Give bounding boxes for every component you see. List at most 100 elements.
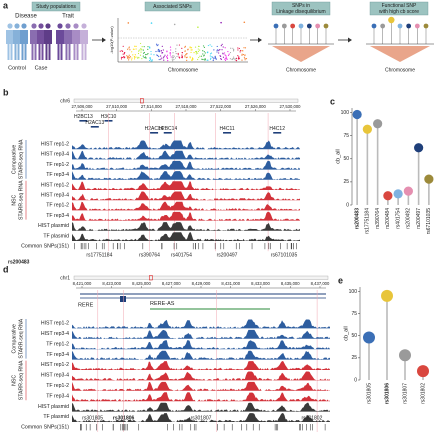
snp-tick — [179, 424, 181, 431]
snp-tick — [102, 424, 103, 431]
gene — [150, 132, 159, 134]
gene-label: H4C12 — [269, 126, 285, 132]
manhattan-dot — [244, 57, 246, 60]
manhattan-dot — [214, 56, 216, 58]
snp-tick — [270, 243, 272, 250]
manhattan-dot — [147, 52, 149, 55]
manhattan-dot — [210, 57, 212, 59]
ld-head — [306, 23, 312, 29]
manhattan-dot — [197, 50, 200, 52]
manhattan-dot — [198, 56, 200, 59]
manhattan-dot — [156, 44, 158, 47]
manhattan-dot — [160, 55, 162, 57]
snp-tick — [231, 424, 233, 431]
manhattan-dot — [170, 49, 172, 51]
y-tick-label: 25 — [343, 179, 349, 185]
manhattan-dot — [197, 58, 199, 61]
manhattan-dot — [155, 50, 157, 53]
manhattan-dot — [128, 56, 130, 58]
manhattan-dot — [121, 50, 124, 52]
manhattan-dot — [173, 58, 175, 61]
manhattan-dot — [224, 54, 226, 56]
manhattan-dot — [158, 55, 160, 58]
manhattan-dot — [166, 57, 169, 60]
manhattan-dot — [175, 48, 177, 50]
manhattan-dot — [232, 50, 235, 52]
manhattan-dot — [175, 50, 177, 53]
manhattan-dot — [133, 48, 135, 50]
snp-tick — [312, 424, 313, 431]
manhattan-dot — [150, 60, 152, 62]
manhattan-dot — [197, 45, 200, 47]
person-body — [30, 30, 38, 60]
snp-label: rs401754 — [171, 253, 192, 259]
snp-label: rs200497 — [217, 253, 238, 259]
y-tick-label: 75 — [343, 133, 349, 139]
gene-label: H4C11 — [219, 126, 234, 132]
gene-label: H2BC14 — [158, 126, 177, 132]
snp-tick — [81, 243, 83, 250]
manhattan-dot — [202, 45, 205, 47]
manhattan-dot — [209, 53, 212, 55]
manhattan-dot — [161, 45, 163, 48]
manhattan-dot — [241, 53, 243, 55]
manhattan-dot — [162, 57, 165, 59]
lollipop-head — [381, 289, 393, 302]
group-label: NSC — [11, 375, 17, 386]
group-label: Trait — [62, 14, 74, 20]
snp-tick — [80, 424, 81, 431]
manhattan-dot — [171, 58, 173, 60]
signal-track — [72, 140, 300, 150]
person-body — [37, 30, 45, 60]
lollipop-head — [383, 191, 393, 201]
manhattan-dot — [220, 58, 222, 60]
lollipop-head — [352, 109, 362, 120]
manhattan-dot — [219, 49, 221, 51]
track-label: HIST rep3-4 — [41, 152, 69, 158]
manhattan-dot — [212, 56, 214, 59]
lollipop-head — [399, 349, 411, 362]
manhattan-dot — [218, 50, 220, 52]
snp-tick — [268, 243, 270, 250]
lollipop-head — [363, 331, 375, 344]
manhattan-dot — [126, 55, 128, 57]
y-tick-label: 25 — [351, 355, 357, 361]
signal-track — [72, 361, 330, 370]
panel-letter: e — [338, 275, 343, 285]
manhattan-dot — [178, 44, 181, 46]
manhattan-dot — [126, 57, 129, 59]
manhattan-dot — [162, 49, 164, 51]
person-body — [20, 30, 28, 60]
manhattan-dot — [184, 46, 186, 48]
signal-track — [72, 181, 300, 190]
snp-tick — [190, 424, 192, 431]
signal-track — [72, 371, 330, 381]
track-label: TF rep3-4 — [46, 393, 69, 399]
manhattan-dot — [175, 52, 177, 55]
manhattan-dot — [143, 51, 145, 54]
x-tick-label: rs200484 — [385, 208, 391, 229]
snp-label: rs301806 — [113, 416, 135, 422]
manhattan-dot — [227, 54, 230, 56]
manhattan-dot — [137, 56, 139, 58]
snp-tick — [300, 424, 301, 431]
header-box — [144, 1, 201, 12]
snp-tick — [241, 424, 243, 431]
manhattan-dot — [161, 57, 163, 59]
manhattan-dot — [191, 59, 193, 61]
x-tick-label: rs200492 — [406, 208, 412, 229]
manhattan-dot — [230, 47, 232, 49]
manhattan-dot — [124, 56, 126, 58]
manhattan-dot — [224, 58, 226, 60]
signal-track — [72, 232, 300, 241]
manhattan-dot — [181, 47, 183, 49]
person-head — [21, 23, 27, 29]
manhattan-dot — [123, 53, 125, 55]
gene-exon — [120, 296, 126, 302]
manhattan-dot — [211, 45, 213, 47]
arrow-head — [258, 37, 262, 43]
manhattan-dot — [211, 56, 213, 58]
snp-tick — [276, 424, 277, 431]
manhattan-dot — [238, 47, 240, 50]
hit-dot — [220, 21, 222, 24]
